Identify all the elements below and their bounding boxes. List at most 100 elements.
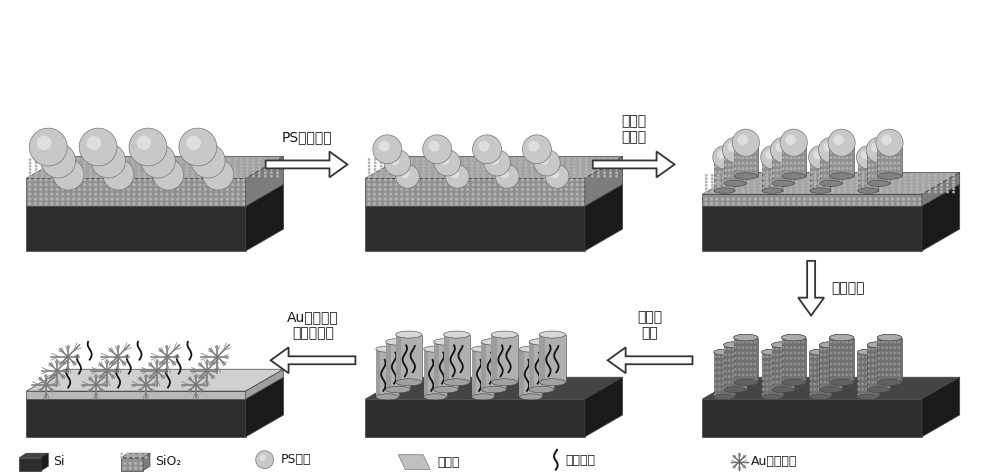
Circle shape [35, 169, 37, 170]
Circle shape [84, 198, 86, 200]
Circle shape [221, 184, 223, 186]
Circle shape [568, 172, 569, 174]
Circle shape [790, 352, 792, 354]
Circle shape [505, 188, 507, 190]
Text: Si: Si [53, 456, 65, 468]
Circle shape [435, 176, 436, 177]
Circle shape [840, 376, 842, 377]
Circle shape [121, 456, 122, 458]
Circle shape [826, 178, 828, 179]
Circle shape [406, 193, 408, 195]
Circle shape [478, 198, 479, 200]
Circle shape [822, 388, 824, 390]
Circle shape [778, 188, 779, 189]
Circle shape [874, 394, 876, 396]
Circle shape [78, 169, 79, 170]
Circle shape [862, 175, 864, 176]
Text: PS小球: PS小球 [281, 453, 311, 466]
Circle shape [73, 184, 75, 186]
Circle shape [108, 162, 109, 164]
Circle shape [102, 166, 103, 167]
Ellipse shape [734, 143, 758, 149]
Circle shape [822, 177, 824, 178]
Circle shape [746, 368, 748, 370]
Circle shape [730, 394, 732, 396]
Circle shape [29, 169, 31, 170]
Circle shape [428, 198, 430, 200]
Circle shape [760, 175, 761, 176]
Circle shape [733, 164, 734, 166]
Circle shape [878, 162, 880, 164]
Circle shape [802, 175, 803, 176]
Circle shape [882, 352, 884, 354]
Circle shape [706, 185, 707, 186]
Circle shape [450, 193, 452, 195]
Circle shape [893, 188, 894, 189]
Circle shape [874, 175, 876, 176]
Circle shape [814, 361, 816, 363]
Circle shape [204, 198, 206, 200]
Circle shape [222, 162, 224, 164]
Circle shape [846, 347, 848, 348]
Circle shape [784, 376, 786, 377]
Circle shape [122, 188, 124, 190]
Circle shape [729, 159, 730, 160]
Circle shape [788, 387, 790, 388]
Circle shape [144, 188, 146, 190]
Circle shape [872, 381, 874, 383]
Circle shape [874, 361, 876, 363]
Circle shape [844, 188, 846, 189]
Circle shape [537, 159, 539, 160]
Circle shape [953, 191, 954, 193]
Circle shape [568, 176, 569, 177]
Circle shape [447, 166, 448, 167]
Circle shape [748, 191, 749, 193]
Circle shape [128, 179, 129, 181]
Circle shape [72, 176, 73, 177]
Circle shape [725, 164, 726, 166]
Circle shape [90, 166, 91, 167]
Circle shape [722, 372, 724, 374]
Circle shape [754, 368, 756, 370]
Circle shape [858, 367, 860, 368]
Circle shape [66, 159, 67, 160]
Circle shape [84, 179, 86, 181]
Circle shape [754, 203, 756, 205]
Circle shape [814, 166, 816, 168]
Circle shape [598, 176, 599, 177]
Circle shape [428, 193, 430, 195]
Circle shape [838, 181, 840, 183]
Circle shape [549, 203, 551, 205]
Circle shape [90, 176, 91, 177]
Circle shape [34, 188, 36, 190]
Circle shape [616, 159, 617, 160]
Circle shape [434, 184, 436, 186]
Circle shape [172, 179, 173, 181]
Circle shape [736, 348, 738, 350]
Circle shape [744, 381, 746, 383]
Circle shape [724, 365, 726, 367]
Circle shape [878, 168, 880, 169]
Circle shape [842, 162, 844, 164]
Circle shape [776, 370, 778, 372]
Circle shape [792, 365, 794, 367]
Circle shape [162, 176, 164, 177]
Circle shape [754, 347, 756, 348]
Ellipse shape [782, 379, 806, 386]
Circle shape [740, 169, 742, 171]
Circle shape [511, 188, 512, 190]
Circle shape [760, 203, 762, 205]
Circle shape [571, 179, 573, 181]
Circle shape [554, 193, 556, 195]
Polygon shape [539, 335, 545, 382]
Ellipse shape [714, 188, 735, 193]
Circle shape [447, 176, 448, 177]
Circle shape [374, 172, 376, 174]
Circle shape [423, 166, 424, 167]
Circle shape [67, 188, 69, 190]
Circle shape [395, 184, 397, 186]
Circle shape [538, 188, 540, 190]
Circle shape [898, 173, 900, 175]
Circle shape [830, 347, 832, 348]
Circle shape [880, 188, 882, 189]
